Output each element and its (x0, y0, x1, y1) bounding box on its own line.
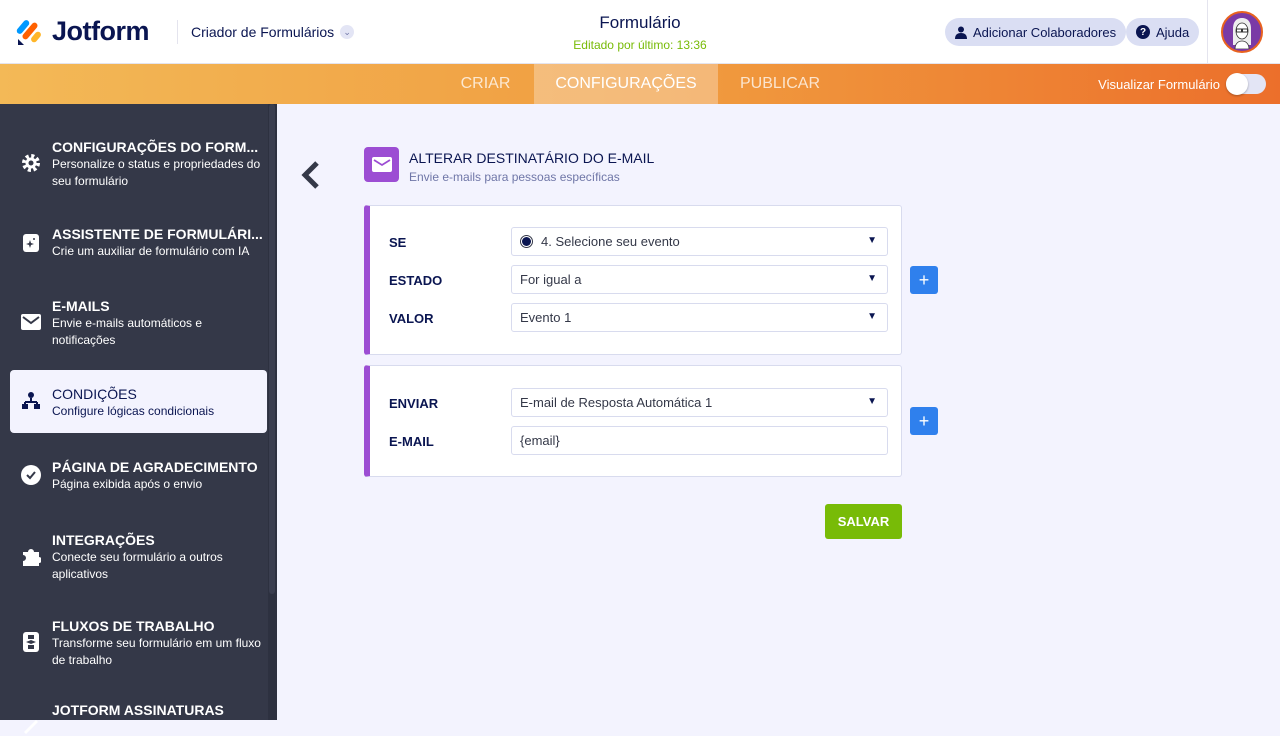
page-title[interactable]: Formulário (599, 13, 681, 32)
user-icon (955, 26, 967, 39)
sidebar-item-title: JOTFORM ASSINATURAS (52, 702, 224, 718)
jotform-logo[interactable]: Jotform (16, 16, 150, 47)
sidebar: CONFIGURAÇÕES DO FORM... Personalize o s… (0, 104, 277, 734)
chevron-left-icon (301, 161, 319, 189)
help-icon: ? (1136, 25, 1150, 39)
add-condition-button[interactable]: + (910, 266, 938, 294)
condition-subtitle: Envie e-mails para pessoas específicas (409, 170, 620, 184)
sidebar-item-title: E-MAILS (52, 298, 110, 314)
divider (177, 20, 178, 44)
sidebar-item-conditions[interactable]: CONDIÇÕES Configure lógicas condicionais (10, 370, 267, 433)
chevron-down-icon: ▼ (867, 273, 877, 284)
last-edited: Editado por último: 13:36 (573, 38, 707, 52)
check-circle-icon (20, 464, 42, 486)
envelope-icon (364, 147, 399, 182)
sidebar-item-integrations[interactable]: INTEGRAÇÕES Conecte seu formulário a out… (10, 528, 267, 581)
gear-icon (20, 152, 42, 174)
form-builder-dropdown[interactable]: Criador de Formulários ⌄ (191, 24, 355, 40)
sidebar-item-signatures[interactable]: JOTFORM ASSINATURAS (10, 700, 267, 734)
sidebar-scrollbar[interactable] (268, 104, 277, 720)
save-button[interactable]: SALVAR (825, 504, 902, 539)
if-field-select[interactable]: 4. Selecione seu evento ▼ (511, 227, 888, 256)
sidebar-item-desc: Crie um auxiliar de formulário com IA (52, 244, 250, 258)
breadcrumb: Criador de Formulários (191, 24, 335, 40)
sidebar-item-form-settings[interactable]: CONFIGURAÇÕES DO FORM... Personalize o s… (10, 134, 267, 194)
condition-title: ALTERAR DESTINATÁRIO DO E-MAIL (409, 150, 655, 166)
jotform-logo-icon (16, 19, 41, 45)
tab-configuracoes[interactable]: CONFIGURAÇÕES (534, 64, 718, 104)
chevron-down-icon: ▼ (867, 235, 877, 246)
chevron-down-icon: ▼ (867, 396, 877, 407)
tab-criar[interactable]: CRIAR (460, 75, 511, 92)
add-collaborators-button[interactable]: Adicionar Colaboradores (945, 18, 1127, 46)
radio-icon (520, 235, 533, 248)
value-select[interactable]: Evento 1 ▼ (511, 303, 888, 332)
if-field-value: 4. Selecione seu evento (541, 234, 680, 249)
avatar[interactable] (1221, 11, 1263, 53)
email-label: E-MAIL (389, 434, 434, 449)
sidebar-item-emails[interactable]: E-MAILS Envie e-mails automáticos e noti… (10, 294, 267, 347)
sidebar-item-desc: Página exibida após o envio (52, 477, 203, 491)
email-value: {email} (520, 433, 560, 448)
state-label: ESTADO (389, 273, 443, 288)
sidebar-item-title: ASSISTENTE DE FORMULÁRI... (52, 226, 263, 242)
help-button[interactable]: ? Ajuda (1126, 18, 1200, 46)
top-bar: Jotform Criador de Formulários ⌄ Formulár… (0, 0, 1280, 64)
sidebar-item-desc: Conecte seu formulário a outros aplicati… (52, 550, 223, 581)
puzzle-icon (20, 545, 42, 567)
sidebar-item-title: PÁGINA DE AGRADECIMENTO (52, 459, 258, 475)
sidebar-item-thank-you[interactable]: PÁGINA DE AGRADECIMENTO Página exibida a… (10, 456, 267, 496)
main-nav: CRIAR CONFIGURAÇÕES PUBLICAR Visualizar … (0, 64, 1280, 104)
if-label: SE (389, 235, 407, 250)
state-select[interactable]: For igual a ▼ (511, 265, 888, 294)
hierarchy-icon (20, 390, 42, 412)
sidebar-item-workflows[interactable]: FLUXOS DE TRABALHO Transforme seu formul… (10, 614, 267, 667)
send-label: ENVIAR (389, 396, 439, 411)
action-card: ENVIAR E-mail de Resposta Automática 1 ▼ … (364, 365, 902, 477)
sidebar-item-desc: Personalize o status e propriedades do s… (52, 157, 261, 188)
chevron-down-icon: ▼ (867, 311, 877, 322)
preview-label: Visualizar Formulário (1098, 77, 1220, 92)
send-value: E-mail de Resposta Automática 1 (520, 395, 713, 410)
envelope-icon (20, 311, 42, 333)
logo-text: Jotform (52, 16, 150, 46)
sidebar-item-title: CONDIÇÕES (52, 386, 137, 402)
value-label: VALOR (389, 311, 434, 326)
email-input[interactable]: {email} (511, 426, 888, 455)
preview-toggle[interactable] (1226, 73, 1266, 95)
sidebar-item-desc: Transforme seu formulário em um fluxo de… (52, 636, 261, 667)
sidebar-item-title: CONFIGURAÇÕES DO FORM... (52, 139, 259, 155)
if-card: SE 4. Selecione seu evento ▼ ESTADO For i… (364, 205, 902, 355)
chevron-down-icon: ⌄ (340, 25, 355, 39)
send-select[interactable]: E-mail de Resposta Automática 1 ▼ (511, 388, 888, 417)
sidebar-item-title: INTEGRAÇÕES (52, 532, 155, 548)
add-collaborators-label: Adicionar Colaboradores (973, 24, 1117, 40)
sidebar-item-title: FLUXOS DE TRABALHO (52, 618, 215, 634)
tab-publicar[interactable]: PUBLICAR (739, 75, 821, 92)
avatar-image (1233, 18, 1251, 49)
state-value: For igual a (520, 272, 582, 287)
add-action-button[interactable]: + (910, 407, 938, 435)
value-value: Evento 1 (520, 310, 572, 325)
workflow-icon (20, 631, 42, 653)
sidebar-item-desc: Envie e-mails automáticos e notificações (52, 316, 203, 347)
sparkle-icon (20, 232, 42, 254)
sidebar-item-desc: Configure lógicas condicionais (52, 404, 215, 418)
back-button[interactable] (300, 160, 322, 195)
help-label: Ajuda (1156, 24, 1190, 40)
signature-icon (20, 714, 42, 736)
sidebar-item-form-assistant[interactable]: ASSISTENTE DE FORMULÁRI... Crie um auxil… (10, 222, 267, 262)
divider (1207, 0, 1208, 64)
